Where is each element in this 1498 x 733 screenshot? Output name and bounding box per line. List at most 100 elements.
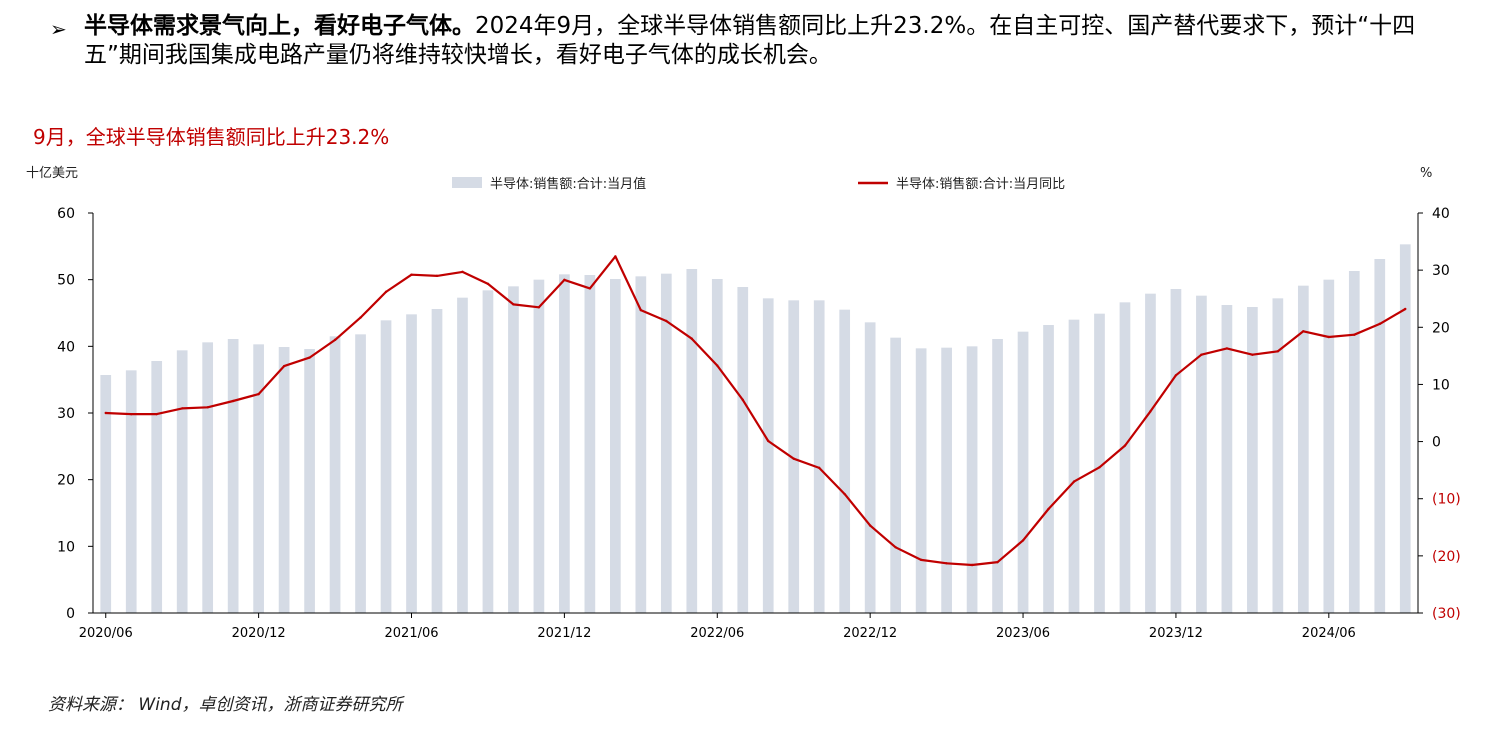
x-tick-label: 2020/06 (79, 626, 133, 641)
yoy-point (665, 319, 668, 323)
legend-label-bar: 半导体:销售额:合计:当月值 (490, 176, 646, 192)
yoy-point (537, 306, 541, 309)
bar (737, 287, 749, 613)
x-tick-label: 2020/12 (232, 626, 286, 641)
bar (762, 298, 774, 613)
bar (508, 286, 519, 613)
x-tick-label: 2024/06 (1302, 626, 1356, 641)
right-axis-unit: % (1420, 166, 1432, 181)
yoy-point (843, 492, 846, 496)
bar (176, 350, 188, 613)
x-tick-label: 2022/06 (690, 626, 744, 641)
bar (1119, 302, 1131, 613)
yoy-point (1327, 335, 1331, 339)
bar (1196, 295, 1207, 613)
bar (329, 336, 341, 613)
x-tick-label: 2022/12 (843, 626, 897, 641)
yoy-point (767, 439, 770, 443)
bar (992, 339, 1003, 613)
yoy-point (945, 562, 948, 565)
yoy-point (486, 282, 490, 286)
bar (1374, 259, 1386, 613)
right-tick-label: 20 (1432, 320, 1450, 336)
bar (1272, 298, 1284, 613)
bar (864, 322, 876, 613)
bar (482, 290, 494, 613)
right-tick-label: 40 (1432, 206, 1450, 222)
bar (227, 339, 239, 613)
bar (1399, 244, 1411, 614)
legend-swatch-bar (452, 177, 482, 188)
bar (1247, 307, 1258, 613)
yoy-point (333, 338, 337, 342)
yoy-point (435, 274, 439, 278)
left-tick-label: 30 (57, 406, 75, 422)
yoy-point (1225, 347, 1229, 350)
bar (1094, 313, 1105, 613)
line-series (104, 255, 1407, 567)
yoy-point (257, 392, 260, 396)
left-tick-label: 50 (57, 273, 75, 289)
legend-label-line: 半导体:销售额:合计:当月同比 (896, 176, 1065, 192)
key-point: ➢ 半导体需求景气向上，看好电子气体。2024年9月，全球半导体销售额同比上升2… (50, 12, 1470, 70)
yoy-point (792, 457, 795, 460)
bar (380, 320, 392, 613)
yoy-point (741, 398, 744, 402)
yoy-line (105, 255, 1406, 567)
left-tick-label: 10 (57, 539, 75, 555)
x-tick-label: 2023/06 (996, 626, 1050, 641)
yoy-point (1251, 353, 1254, 356)
right-tick-label: 30 (1432, 263, 1450, 279)
bar (890, 337, 901, 613)
yoy-point (868, 524, 872, 527)
yoy-point (282, 364, 286, 368)
yoy-point (1047, 507, 1050, 511)
right-tick-label: (30) (1432, 606, 1461, 622)
yoy-point (1021, 539, 1025, 542)
bar (406, 314, 417, 613)
bar (1145, 293, 1156, 613)
bar (202, 342, 214, 613)
key-point-headline: 半导体需求景气向上，看好电子气体。 (84, 13, 475, 39)
yoy-point (818, 466, 821, 470)
bar (151, 361, 163, 613)
bar (1297, 285, 1309, 613)
yoy-point (588, 287, 592, 290)
bar (100, 375, 112, 613)
right-tick-label: 10 (1432, 377, 1450, 393)
yoy-point (1174, 374, 1178, 377)
yoy-point (180, 407, 184, 410)
yoy-point (155, 412, 158, 416)
left-axis-unit: 十亿美元 (26, 166, 78, 181)
bar (839, 309, 851, 613)
bar (635, 276, 647, 613)
yoy-point (690, 337, 693, 340)
chart-heading: 9月，全球半导体销售额同比上升23.2% (33, 125, 390, 149)
bar (355, 334, 366, 613)
yoy-point (1404, 307, 1407, 311)
yoy-point (231, 399, 235, 403)
bar (431, 309, 443, 613)
yoy-point (1098, 466, 1101, 469)
key-point-body: 2024年9月，全球半导体销售额同比上升23.2%。在自主可控、国产替代要求下，… (84, 13, 1416, 68)
bar (278, 347, 290, 613)
yoy-point (384, 290, 388, 294)
left-tick-label: 40 (57, 339, 75, 355)
bar (559, 274, 570, 613)
yoy-point (130, 412, 133, 416)
bullet-arrow-icon: ➢ (50, 17, 67, 41)
bar (253, 344, 264, 613)
yoy-point (1378, 322, 1381, 326)
bar (1170, 289, 1182, 613)
yoy-point (563, 278, 566, 282)
yoy-point (1200, 353, 1203, 356)
yoy-point (1302, 330, 1305, 333)
yoy-point (639, 308, 643, 312)
yoy-point (359, 316, 362, 319)
bar (813, 300, 825, 613)
bar (711, 279, 723, 613)
bar (1043, 325, 1054, 613)
bar (457, 297, 468, 613)
x-tick-label: 2021/12 (537, 626, 591, 641)
yoy-point (512, 303, 515, 306)
